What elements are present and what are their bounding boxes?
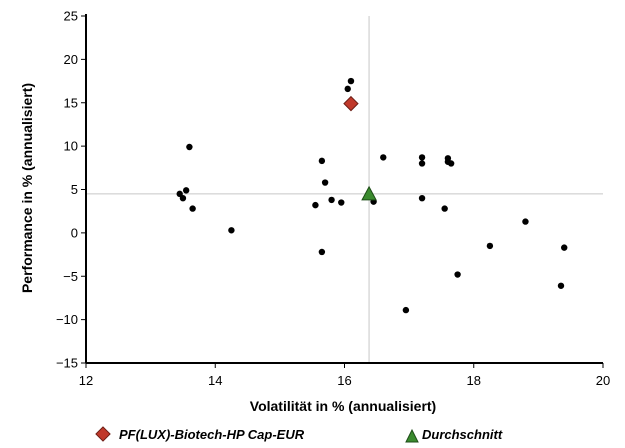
legend-fund-diamond-icon	[95, 426, 111, 442]
peer-fund-point[interactable]	[328, 196, 335, 204]
peer-fund-point[interactable]	[557, 282, 565, 289]
peer-fund-point[interactable]	[380, 154, 387, 161]
x-tick-label: 12	[79, 373, 93, 388]
peer-fund-point[interactable]	[447, 160, 455, 167]
peer-fund-point[interactable]	[318, 248, 326, 256]
peer-fund-point[interactable]	[186, 143, 193, 151]
y-tick-label: −15	[56, 356, 78, 371]
peer-fund-point[interactable]	[347, 77, 355, 85]
peer-fund-point[interactable]	[418, 194, 426, 202]
peer-fund-point[interactable]	[321, 179, 329, 186]
y-tick-label: 0	[71, 225, 78, 240]
legend: PF(LUX)-Biotech-HP Cap-EUR Durchschnitt	[95, 426, 503, 443]
y-tick-label: 25	[64, 9, 78, 24]
peer-fund-point[interactable]	[486, 242, 494, 250]
x-tick-label: 14	[208, 373, 222, 388]
peer-fund-point[interactable]	[454, 271, 461, 278]
y-axis-title: Performance in % (annualisiert)	[19, 83, 35, 293]
peer-fund-point[interactable]	[189, 205, 196, 212]
y-tick-label: 5	[71, 182, 78, 197]
peer-fund-point[interactable]	[418, 160, 426, 167]
peer-fund-point[interactable]	[344, 85, 351, 93]
x-tick-label: 20	[596, 373, 610, 388]
y-tick-label: 20	[64, 52, 78, 67]
x-tick-label: 16	[337, 373, 351, 388]
legend-average-triangle-icon	[405, 428, 419, 443]
y-tick-label: 10	[64, 139, 78, 154]
average-triangle-point[interactable]	[361, 185, 377, 201]
peer-fund-point[interactable]	[418, 154, 426, 161]
peer-fund-point[interactable]	[522, 218, 529, 225]
legend-label-fund: PF(LUX)-Biotech-HP Cap-EUR	[119, 427, 305, 442]
peer-fund-point[interactable]	[182, 187, 190, 194]
peer-fund-point[interactable]	[402, 306, 410, 314]
legend-item-average[interactable]: Durchschnitt	[405, 427, 503, 443]
peer-fund-point[interactable]	[318, 157, 326, 165]
peer-fund-point[interactable]	[228, 227, 235, 234]
y-tick-label: 15	[64, 95, 78, 110]
fund-diamond-point[interactable]	[343, 95, 359, 112]
peer-fund-point[interactable]	[312, 201, 319, 209]
peer-fund-point[interactable]	[338, 199, 345, 206]
x-axis-title: Volatilität in % (annualisiert)	[250, 398, 436, 414]
peer-fund-point[interactable]	[561, 244, 568, 251]
peer-fund-point[interactable]	[441, 205, 448, 212]
peer-fund-point[interactable]	[179, 194, 187, 202]
y-tick-label: −10	[56, 312, 78, 327]
x-tick-label: 18	[467, 373, 481, 388]
y-tick-label: −5	[63, 269, 78, 284]
legend-label-average: Durchschnitt	[422, 427, 503, 442]
legend-item-fund[interactable]: PF(LUX)-Biotech-HP Cap-EUR	[95, 426, 305, 442]
